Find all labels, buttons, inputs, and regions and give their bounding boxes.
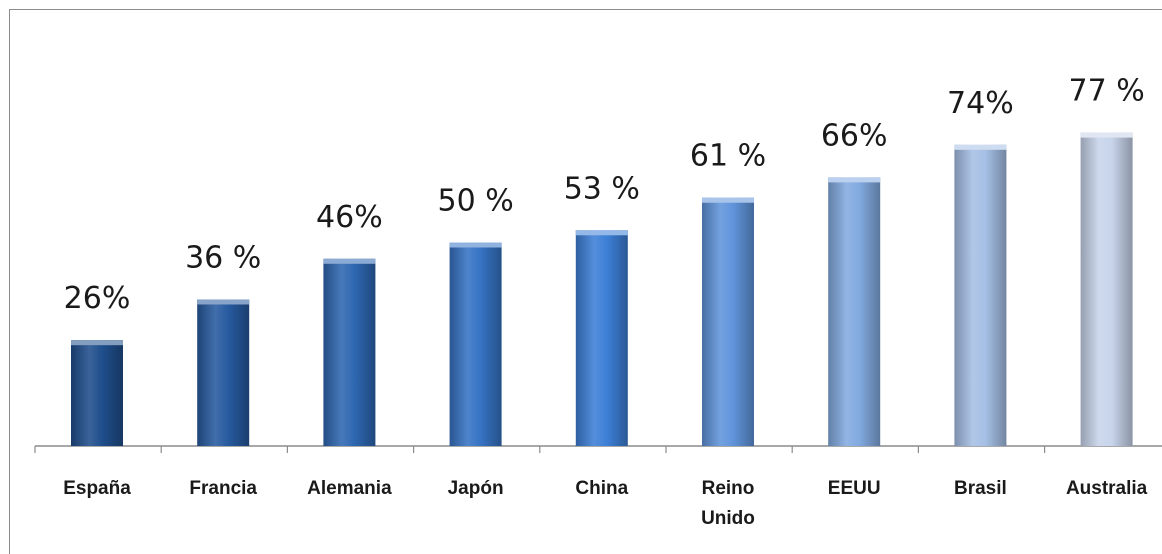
bar [954, 144, 1007, 446]
bar-cap [323, 258, 376, 264]
bar-cap [575, 230, 628, 236]
x-axis [34, 445, 1162, 453]
data-label: 77 % [1068, 74, 1144, 109]
bar-cap [71, 340, 123, 346]
data-label: 50 % [437, 184, 513, 219]
data-label: 53 % [564, 171, 640, 206]
data-labels: 26% 36 % 46% 50 % 53 % 61 % 66% 74% 77 % [64, 74, 1145, 317]
bar [828, 177, 881, 446]
bar-cap [449, 242, 502, 248]
category-label: Francia [189, 478, 257, 499]
bar [71, 340, 123, 446]
data-label: 74% [947, 86, 1014, 121]
category-label: China [575, 478, 628, 499]
bar-cap [828, 177, 881, 183]
category-labels: España Francia Alemania Japón China Reino Unid… [63, 478, 1147, 529]
bar [1080, 132, 1133, 447]
bar [702, 197, 754, 446]
bar [323, 258, 376, 446]
bar [449, 242, 502, 446]
category-label: Unido [701, 508, 755, 529]
category-label: Japón [448, 478, 504, 499]
category-label: España [63, 478, 131, 499]
category-label: Brasil [954, 478, 1007, 499]
bar-cap [1080, 132, 1133, 138]
bar [575, 230, 628, 446]
chart-frame [9, 9, 1162, 554]
data-label: 61 % [690, 139, 766, 174]
bars [71, 132, 1133, 447]
bar-cap [954, 144, 1007, 150]
bar [197, 299, 250, 446]
category-label: Australia [1066, 478, 1148, 499]
data-label: 46% [316, 200, 383, 235]
data-label: 66% [821, 118, 888, 153]
bar-cap [197, 299, 250, 305]
data-label: 36 % [185, 240, 261, 275]
category-label: Alemania [307, 478, 392, 499]
bar-cap [702, 197, 754, 203]
category-label: Reino [702, 478, 755, 499]
data-label: 26% [64, 281, 131, 316]
category-label: EEUU [828, 478, 881, 499]
